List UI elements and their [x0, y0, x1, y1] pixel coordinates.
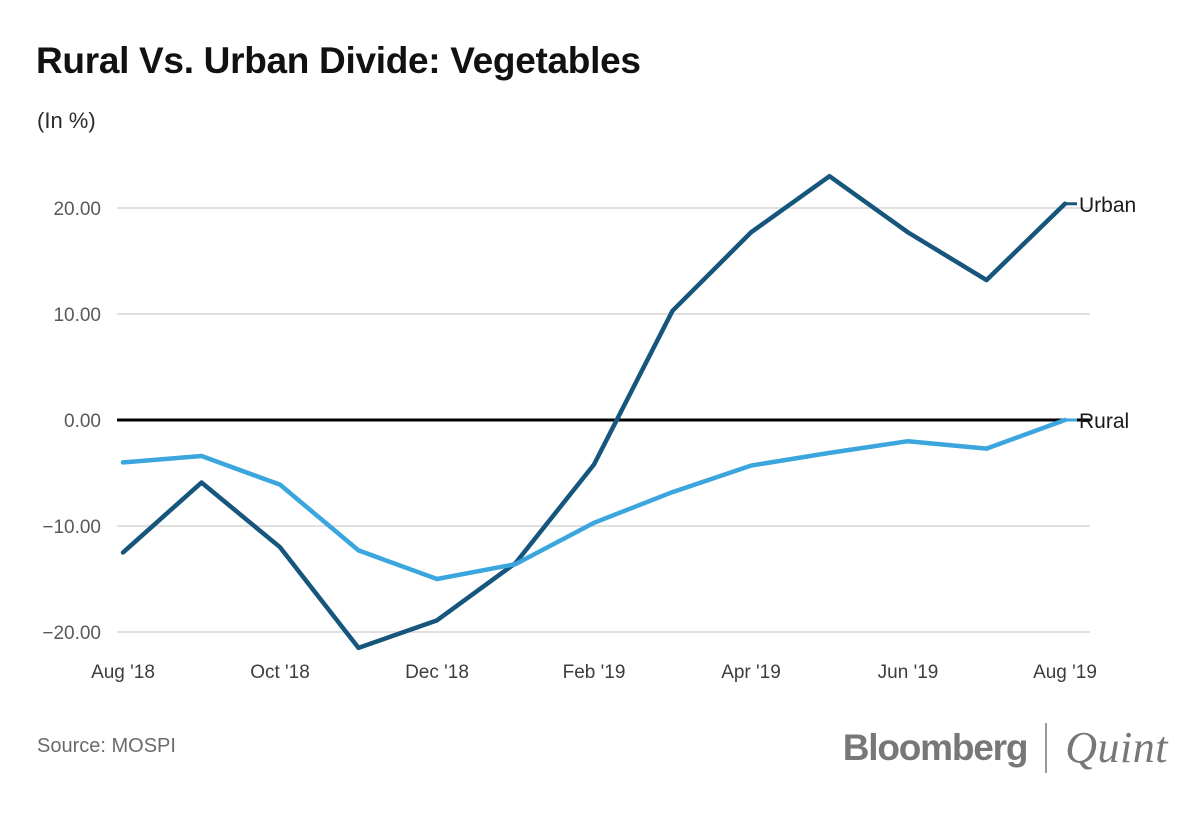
x-tick-label: Feb '19 — [563, 662, 626, 683]
y-tick-label: −10.00 — [42, 517, 101, 538]
data-series-lines — [120, 173, 1068, 651]
x-tick-label: Oct '18 — [250, 662, 310, 683]
series-line-urban — [120, 173, 1068, 651]
source-note: Source: MOSPI — [37, 735, 176, 757]
y-tick-label: 10.00 — [53, 305, 101, 326]
y-axis-tick-labels: 20.00 10.00 0.00 −10.00 −20.00 — [42, 199, 101, 644]
page-title: Rural Vs. Urban Divide: Vegetables — [36, 40, 641, 81]
line-chart: 20.00 10.00 0.00 −10.00 −20.00 Aug '18 Oct '1… — [42, 173, 1136, 683]
x-tick-label: Aug '19 — [1033, 662, 1097, 683]
x-axis-tick-labels: Aug '18 Oct '18 Dec '18 Feb '19 Apr '19 Jun '… — [91, 662, 1097, 683]
x-tick-label: Jun '19 — [878, 662, 939, 683]
x-tick-label: Dec '18 — [405, 662, 469, 683]
logo-divider — [1045, 722, 1048, 773]
series-end-labels: Urban Rural — [1065, 194, 1136, 433]
chart-units-label: (In %) — [37, 108, 96, 133]
series-line-rural — [120, 417, 1068, 582]
brand-logo: Bloomberg Quint — [843, 722, 1168, 773]
x-tick-label: Apr '19 — [721, 662, 781, 683]
x-tick-label: Aug '18 — [91, 662, 155, 683]
y-tick-label: −20.00 — [42, 623, 101, 644]
gridlines — [117, 207, 1090, 633]
series-label-rural: Rural — [1079, 410, 1129, 433]
series-label-urban: Urban — [1079, 194, 1136, 217]
y-tick-label: 20.00 — [53, 199, 101, 220]
bloomberg-wordmark: Bloomberg — [842, 726, 1029, 768]
quint-wordmark: Quint — [1065, 723, 1168, 772]
y-tick-label: 0.00 — [64, 411, 101, 432]
